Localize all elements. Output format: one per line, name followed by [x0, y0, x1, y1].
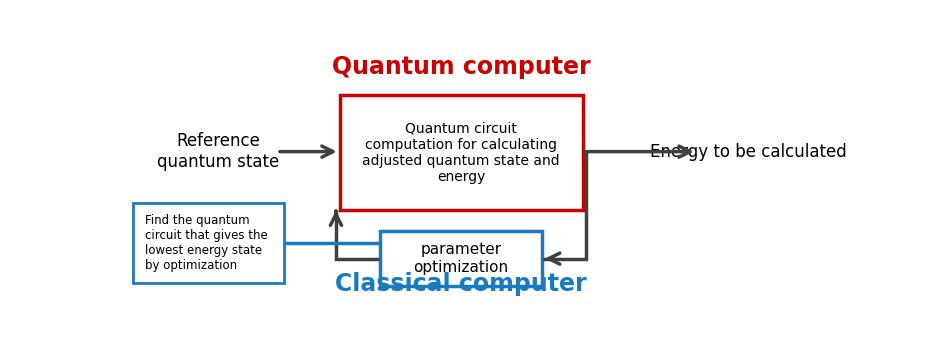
- Text: Energy to be calculated: Energy to be calculated: [650, 143, 846, 161]
- Text: parameter
optimization: parameter optimization: [413, 242, 508, 275]
- Bar: [340, 96, 582, 210]
- Text: Quantum computer: Quantum computer: [332, 55, 590, 79]
- Text: Find the quantum
circuit that gives the
lowest energy state
by optimization: Find the quantum circuit that gives the …: [144, 214, 267, 272]
- Text: Quantum circuit
computation for calculating
adjusted quantum state and
energy: Quantum circuit computation for calculat…: [362, 122, 560, 184]
- Text: Reference
quantum state: Reference quantum state: [157, 132, 279, 171]
- Bar: [133, 202, 284, 283]
- Text: Classical computer: Classical computer: [335, 272, 587, 296]
- Bar: [380, 231, 542, 286]
